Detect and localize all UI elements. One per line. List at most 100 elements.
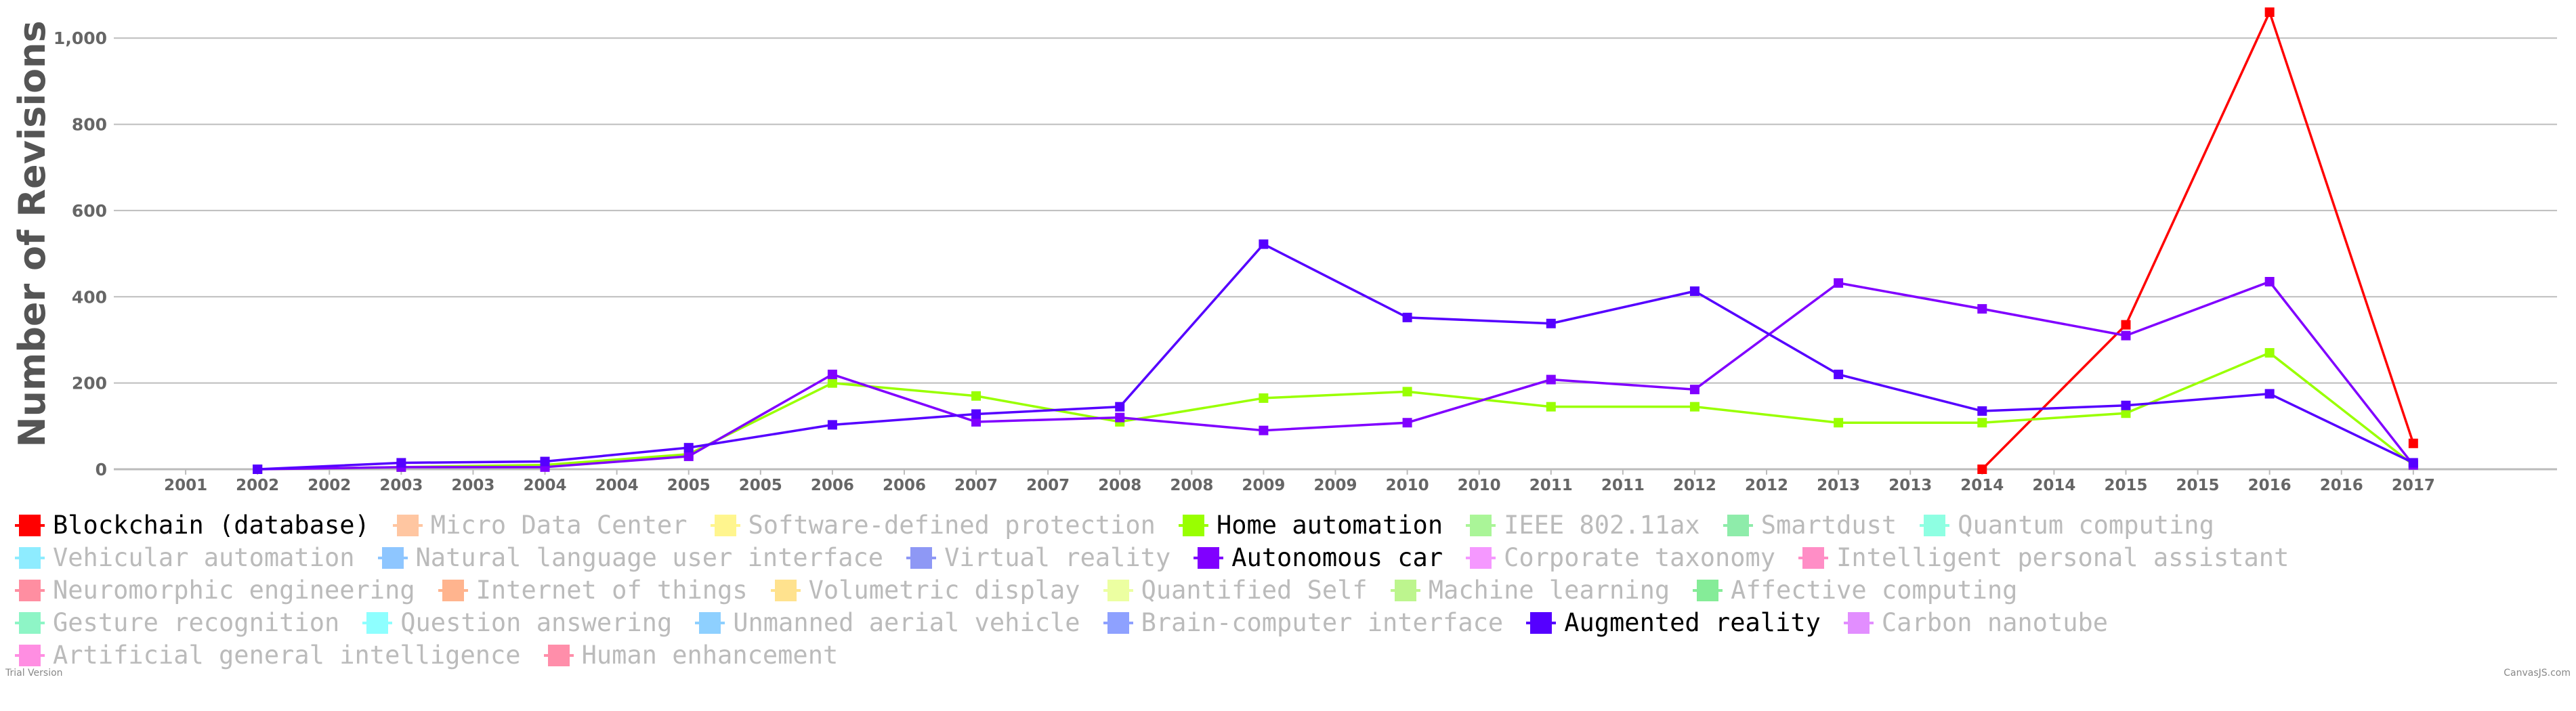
legend-swatch-icon (1466, 513, 1496, 538)
series-line-augmented-reality (257, 242, 2414, 471)
legend-label: Quantified Self (1141, 576, 1368, 605)
legend-item[interactable]: Smartdust (1723, 509, 1897, 542)
legend-swatch-icon (710, 513, 740, 538)
data-point-augmented-reality (253, 465, 263, 474)
x-tick-label: 2015 (2104, 477, 2147, 494)
data-point-autonomous-car (1689, 385, 1699, 395)
legend-label: Carbon nanotube (1881, 608, 2109, 637)
line-chart: 0 200 400 600 800 1,000 2001 2002 2002 2003 2003 20… (11, 7, 2557, 494)
legend-item[interactable]: Quantum computing (1920, 509, 2214, 542)
legend-item[interactable]: Neuromorphic engineering (15, 574, 415, 607)
data-point-home-automation (1546, 402, 1556, 412)
x-tick-label: 2004 (524, 477, 567, 494)
x-tick-label: 2011 (1529, 477, 1573, 494)
y-tick-label: 1,000 (54, 28, 107, 48)
legend-swatch-icon (1843, 611, 1874, 635)
data-point-autonomous-car (971, 416, 981, 427)
data-point-home-automation (827, 378, 837, 388)
legend-label: IEEE 802.11ax (1504, 511, 1700, 540)
legend-item[interactable]: Quantified Self (1103, 574, 1368, 607)
legend-swatch-icon (695, 611, 725, 635)
x-tick-label: 2014 (2032, 477, 2075, 494)
data-point-home-automation (971, 391, 981, 401)
data-point-blockchain-database (2121, 320, 2131, 330)
legend-item[interactable]: Artificial general intelligence (15, 639, 521, 672)
legend-row: Artificial general intelligence Human enh… (15, 639, 2575, 672)
legend-swatch-icon (15, 611, 45, 635)
x-tick-label: 2007 (1026, 477, 1070, 494)
legend-swatch-icon (15, 513, 45, 538)
legend-label: Brain-computer interface (1141, 608, 1504, 637)
legend-swatch-icon (906, 546, 937, 570)
legend-label: Human enhancement (581, 641, 839, 670)
legend-item[interactable]: Augmented reality (1526, 607, 1821, 639)
x-tick-label: 2017 (2392, 477, 2435, 494)
data-point-autonomous-car (1115, 412, 1125, 423)
legend-item[interactable]: IEEE 802.11ax (1466, 509, 1700, 542)
legend-item[interactable]: Internet of things (438, 574, 748, 607)
x-tick-label: 2010 (1386, 477, 1429, 494)
y-tick-label: 400 (72, 287, 107, 307)
data-point-augmented-reality (971, 409, 981, 419)
legend-label: Quantum computing (1958, 511, 2214, 540)
x-tick-label: 2011 (1601, 477, 1645, 494)
legend-item[interactable]: Micro Data Center (392, 509, 688, 542)
legend-label: Unmanned aerial vehicle (733, 608, 1080, 637)
legend-item[interactable]: Intelligent personal assistant (1798, 542, 2289, 574)
legend-item[interactable]: Gesture recognition (15, 607, 339, 639)
legend-item[interactable]: Brain-computer interface (1103, 607, 1504, 639)
x-tick-label: 2006 (811, 477, 854, 494)
data-point-home-automation (1977, 418, 1987, 428)
legend-item[interactable]: Unmanned aerial vehicle (695, 607, 1080, 639)
legend-item[interactable]: Corporate taxonomy (1466, 542, 1775, 574)
data-point-augmented-reality (540, 456, 550, 467)
x-tick-label: 2013 (1817, 477, 1860, 494)
legend-item[interactable]: Affective computing (1693, 574, 2017, 607)
x-tick-label: 2002 (236, 477, 279, 494)
legend-item[interactable]: Carbon nanotube (1843, 607, 2109, 639)
data-point-autonomous-car (2264, 276, 2275, 286)
data-point-augmented-reality (396, 458, 406, 468)
x-tick-label: 2009 (1313, 477, 1357, 494)
legend-row: Vehicular automation Natural language use… (15, 542, 2575, 574)
legend-item[interactable]: Human enhancement (543, 639, 839, 672)
legend-item[interactable]: Question answering (362, 607, 672, 639)
legend-item[interactable]: Volumetric display (770, 574, 1080, 607)
data-point-home-automation (1834, 418, 1844, 428)
x-tick-label: 2012 (1745, 477, 1788, 494)
data-point-autonomous-car (827, 369, 837, 379)
legend-row: Blockchain (database) Micro Data Center So… (15, 509, 2575, 542)
x-tick-label: 2016 (2320, 477, 2363, 494)
legend-item[interactable]: Blockchain (database) (15, 509, 370, 542)
legend-swatch-icon (1390, 578, 1420, 603)
legend-swatch-icon (15, 578, 45, 603)
legend-item[interactable]: Home automation (1178, 509, 1443, 542)
legend-row: Neuromorphic engineering Internet of thin… (15, 574, 2575, 607)
legend-item[interactable]: Machine learning (1390, 574, 1670, 607)
data-point-augmented-reality (2408, 458, 2418, 468)
data-point-augmented-reality (1402, 312, 1412, 322)
data-point-augmented-reality (1977, 406, 1987, 416)
legend-label: Augmented reality (1564, 608, 1821, 637)
x-tick-label: 2002 (308, 477, 351, 494)
legend-item[interactable]: Natural language user interface (377, 542, 883, 574)
data-point-autonomous-car (1546, 374, 1556, 385)
x-tick-label: 2012 (1673, 477, 1716, 494)
x-tick-label: 2003 (379, 477, 423, 494)
legend-item[interactable]: Autonomous car (1194, 542, 1443, 574)
legend-swatch-icon (1693, 578, 1723, 603)
data-point-home-automation (1402, 387, 1412, 397)
data-point-autonomous-car (683, 451, 694, 461)
legend-item[interactable]: Vehicular automation (15, 542, 355, 574)
legend-label: Micro Data Center (430, 511, 688, 540)
data-point-home-automation (2121, 408, 2131, 418)
series-line-blockchain-database (1981, 11, 2415, 471)
y-tick-label: 600 (72, 201, 107, 221)
x-tick-label: 2008 (1170, 477, 1213, 494)
legend-label: Machine learning (1428, 576, 1670, 605)
legend-swatch-icon (362, 611, 393, 635)
legend-item[interactable]: Software-defined protection (710, 509, 1156, 542)
x-tick-label: 2006 (883, 477, 926, 494)
legend-label: Affective computing (1731, 576, 2018, 605)
legend-item[interactable]: Virtual reality (906, 542, 1170, 574)
